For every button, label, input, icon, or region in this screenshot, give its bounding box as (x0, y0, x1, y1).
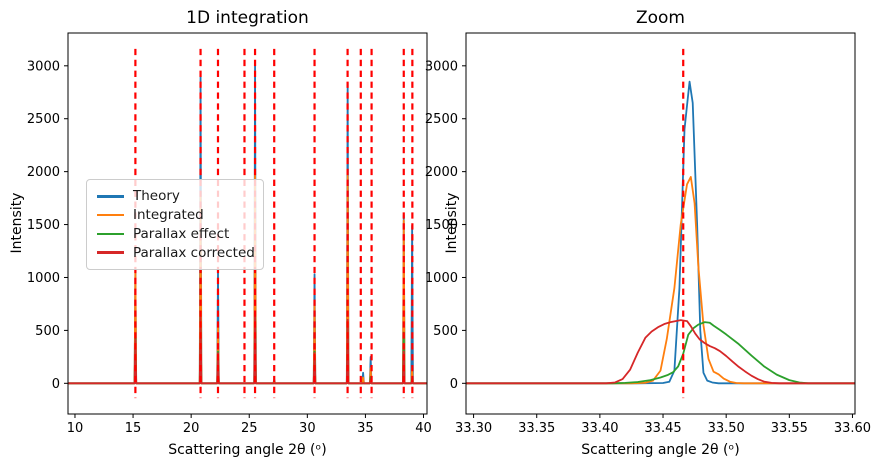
series-theory (466, 80, 855, 385)
legend-label-parallax-effect: Parallax effect (133, 225, 230, 242)
y-tick-label: 500 (433, 324, 458, 339)
series-parallax-corrected (466, 319, 855, 385)
y-tick-label: 1500 (27, 218, 60, 233)
theory-line-sample (97, 195, 124, 198)
y-tick-label: 0 (450, 377, 458, 392)
left-y-axis-label: Intensity (9, 192, 25, 254)
y-tick-label: 0 (52, 377, 60, 392)
x-tick-label: 33.50 (708, 421, 745, 436)
parallax-corrected-line-sample (97, 251, 124, 254)
integrated-line-sample (97, 213, 124, 217)
y-tick-label: 3000 (425, 59, 458, 74)
left-chart-title: 1D integration (186, 8, 309, 28)
legend-label-theory: Theory (133, 188, 180, 205)
x-tick-label: 35 (357, 421, 374, 436)
x-tick-label: 33.60 (834, 421, 871, 436)
legend: Theory Integrated Parallax effect Parall… (86, 179, 264, 270)
legend-item-parallax-effect: Parallax effect (97, 225, 253, 244)
y-tick-label: 2500 (425, 112, 458, 127)
y-tick-label: 1000 (27, 271, 60, 286)
x-tick-label: 33.30 (455, 421, 492, 436)
axes-spine (465, 32, 856, 415)
right-x-axis-label: Scattering angle 2θ (ᵒ) (581, 442, 740, 458)
x-tick-label: 30 (299, 421, 316, 436)
parallax-effect-line-sample (97, 232, 124, 236)
x-tick-label: 15 (125, 421, 142, 436)
right-y-axis-label: Intensity (444, 192, 460, 254)
legend-label-parallax-corrected: Parallax corrected (133, 244, 255, 261)
x-tick-label: 33.40 (581, 421, 618, 436)
y-tick-label: 2500 (27, 112, 60, 127)
y-tick-label: 2000 (27, 165, 60, 180)
y-tick-label: 3000 (27, 59, 60, 74)
y-tick-label: 1000 (425, 271, 458, 286)
x-tick-label: 20 (183, 421, 200, 436)
x-tick-label: 33.55 (771, 421, 808, 436)
series-parallax-effect (68, 310, 427, 385)
x-tick-label: 33.35 (518, 421, 555, 436)
right-chart-plot-area: 33.30 33.35 33.40 33.45 33.50 33.55 33.60 0 500 1… (425, 32, 871, 436)
series-integrated (466, 176, 855, 385)
x-tick-label: 33.45 (644, 421, 681, 436)
series-parallax-effect (466, 321, 855, 385)
y-tick-label: 2000 (425, 165, 458, 180)
legend-item-integrated: Integrated (97, 206, 253, 225)
left-x-axis-label: Scattering angle 2θ (ᵒ) (168, 442, 327, 458)
x-tick-label: 25 (241, 421, 258, 436)
y-tick-label: 500 (35, 324, 60, 339)
legend-item-parallax-corrected: Parallax corrected (97, 243, 255, 262)
series-parallax-corrected (68, 312, 427, 385)
x-tick-label: 40 (415, 421, 432, 436)
legend-label-integrated: Integrated (133, 207, 204, 224)
legend-item-theory: Theory (97, 187, 253, 206)
x-tick-label: 10 (67, 421, 84, 436)
right-chart-title: Zoom (635, 8, 685, 28)
